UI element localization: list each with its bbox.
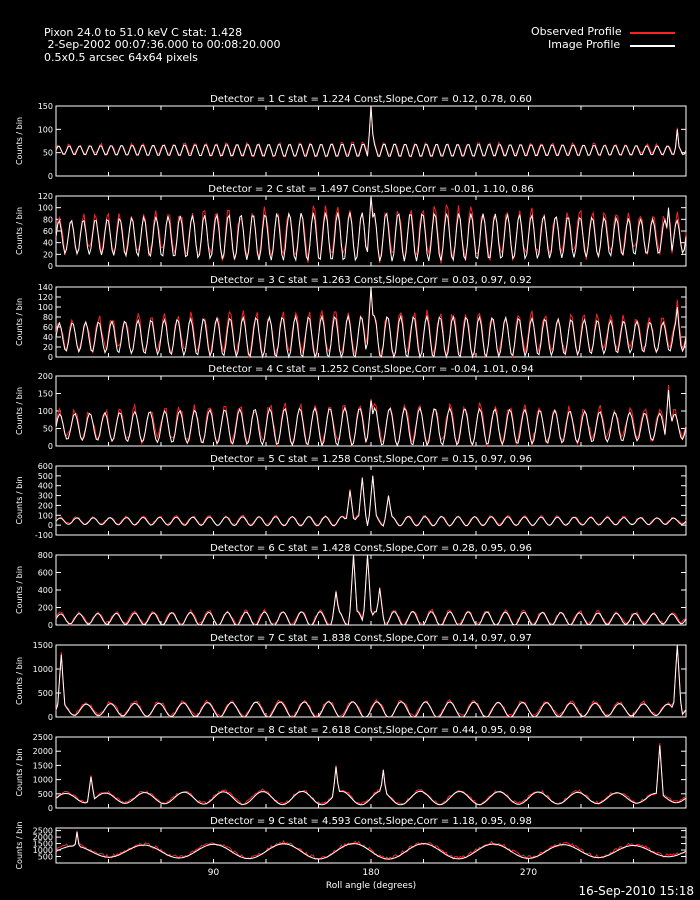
panel-9-image-profile	[55, 831, 687, 860]
panel-9-ylabel: Counts / bin	[15, 821, 24, 869]
panel-3-title: Detector = 3 C stat = 1.263 Const,Slope,…	[210, 275, 532, 286]
header-line-2: 2-Sep-2002 00:07:36.000 to 00:08:20.000	[44, 38, 281, 51]
panel-3-ytick-label: 80	[43, 313, 53, 322]
panel-4-ytick-label: 100	[38, 407, 53, 416]
panel-8-ytick-label: 1500	[33, 761, 53, 770]
panel-2-ytick-label: 100	[38, 204, 53, 213]
panel-6-observed-profile	[55, 554, 687, 627]
panel-6-ytick-label: 200	[38, 604, 53, 613]
panel-4-frame	[55, 375, 687, 447]
legend-image-swatch	[630, 45, 675, 47]
panel-5-ytick-label: 300	[38, 492, 53, 501]
panel-1-ytick-label: 150	[38, 102, 53, 111]
header-line-1: Pixon 24.0 to 51.0 keV C stat: 1.428	[44, 26, 243, 39]
panel-4-ytick-label: 150	[38, 390, 53, 399]
header-line-3: 0.5x0.5 arcsec 64x64 pixels	[44, 51, 198, 64]
panel-4-title: Detector = 4 C stat = 1.252 Const,Slope,…	[208, 364, 533, 375]
panel-4-ytick-label: 50	[43, 425, 53, 434]
panel-3-image-profile	[55, 286, 687, 359]
panel-4-image-profile	[55, 389, 687, 448]
xtick-label: 180	[362, 868, 379, 878]
x-axis-label: Roll angle (degrees)	[326, 881, 416, 891]
panel-4-ytick-label: 0	[48, 442, 53, 451]
panel-1-ytick-label: 100	[38, 125, 53, 134]
panel-2-ytick-label: 80	[43, 215, 53, 224]
panel-2-title: Detector = 2 C stat = 1.497 Const,Slope,…	[208, 184, 533, 195]
panel-6-ytick-label: 600	[38, 569, 53, 578]
panel-6-image-profile	[55, 554, 687, 626]
panel-3-ytick-label: 20	[43, 343, 53, 352]
panel-5-ylabel: Counts / bin	[15, 476, 24, 524]
panel-7-ylabel: Counts / bin	[15, 657, 24, 705]
panel-8-ytick-label: 500	[38, 790, 53, 799]
panel-2-ytick-label: 0	[48, 262, 53, 271]
panel-9-ytick-label: 500	[38, 853, 53, 862]
panel-8-ytick-label: 2000	[33, 747, 53, 756]
panel-8-title: Detector = 8 C stat = 2.618 Const,Slope,…	[210, 725, 532, 736]
panel-9-frame	[55, 827, 687, 864]
panel-9-ytick-label: 1000	[33, 846, 53, 855]
panel-8-image-profile	[55, 745, 687, 806]
legend-image-label: Image Profile	[548, 38, 621, 51]
panel-4-observed-profile	[55, 384, 687, 448]
legend-observed-label: Observed Profile	[531, 25, 622, 38]
panel-9-title: Detector = 9 C stat = 4.593 Const,Slope,…	[210, 816, 532, 827]
panel-7-ytick-label: 1500	[33, 641, 53, 650]
panel-5-ytick-label: 500	[38, 472, 53, 481]
panel-2-ytick-label: 60	[43, 227, 53, 236]
panel-5-ytick-label: 0	[48, 521, 53, 530]
panel-6-ylabel: Counts / bin	[15, 566, 24, 614]
panel-2-ytick-label: 120	[38, 192, 53, 201]
panel-7-title: Detector = 7 C stat = 1.838 Const,Slope,…	[210, 633, 532, 644]
panel-1-title: Detector = 1 C stat = 1.224 Const,Slope,…	[210, 94, 532, 105]
panel-7-ytick-label: 1000	[33, 665, 53, 674]
panel-5-ytick-label: 100	[38, 511, 53, 520]
panel-5-title: Detector = 5 C stat = 1.258 Const,Slope,…	[210, 454, 532, 465]
panel-1-frame	[55, 105, 687, 177]
panel-5-ytick-label: -100	[35, 531, 53, 540]
panel-5-ytick-label: 600	[38, 462, 53, 471]
panel-4-ytick-label: 200	[38, 372, 53, 381]
panel-5-image-profile	[55, 475, 687, 527]
panel-2-ylabel: Counts / bin	[15, 207, 24, 255]
panel-7-image-profile	[55, 644, 687, 718]
legend-observed-swatch	[630, 32, 675, 34]
panel-8-observed-profile	[55, 743, 687, 806]
panel-8-ytick-label: 1000	[33, 776, 53, 785]
panel-6-ytick-label: 0	[48, 621, 53, 630]
panel-5-ytick-label: 400	[38, 482, 53, 491]
xtick-label: 90	[208, 868, 220, 878]
panel-6-title: Detector = 6 C stat = 1.428 Const,Slope,…	[210, 543, 532, 554]
panel-8-ytick-label: 0	[48, 804, 53, 813]
panel-7-ytick-label: 500	[38, 689, 53, 698]
panel-3-ylabel: Counts / bin	[15, 298, 24, 346]
panel-7-ytick-label: 0	[48, 713, 53, 722]
panel-1-image-profile	[55, 105, 687, 157]
panel-1-ytick-label: 0	[48, 172, 53, 181]
panel-3-ytick-label: 120	[38, 293, 53, 302]
panel-9-ytick-label: 2000	[33, 833, 53, 842]
panel-3-ytick-label: 140	[38, 283, 53, 292]
panel-9-ytick-label: 1500	[33, 840, 53, 849]
panel-2-ytick-label: 40	[43, 239, 53, 248]
xtick-label: 270	[520, 868, 537, 878]
panel-6-ytick-label: 400	[38, 586, 53, 595]
panel-3-ytick-label: 40	[43, 333, 53, 342]
panel-3-ytick-label: 60	[43, 323, 53, 332]
panel-5-ytick-label: 200	[38, 501, 53, 510]
panel-1-ylabel: Counts / bin	[15, 117, 24, 165]
panel-2-ytick-label: 20	[43, 250, 53, 259]
panel-8-ytick-label: 2500	[33, 733, 53, 742]
panel-9-observed-profile	[55, 830, 687, 861]
panel-6-ytick-label: 800	[38, 551, 53, 560]
panel-4-ylabel: Counts / bin	[15, 387, 24, 435]
panel-2-image-profile	[55, 195, 687, 263]
panel-1-ytick-label: 50	[43, 149, 53, 158]
panel-8-ylabel: Counts / bin	[15, 748, 24, 796]
panel-3-ytick-label: 100	[38, 303, 53, 312]
footer-date: 16-Sep-2010 15:18	[578, 884, 694, 898]
panel-9-ytick-label: 2500	[33, 827, 53, 836]
panel-3-ytick-label: 0	[48, 353, 53, 362]
